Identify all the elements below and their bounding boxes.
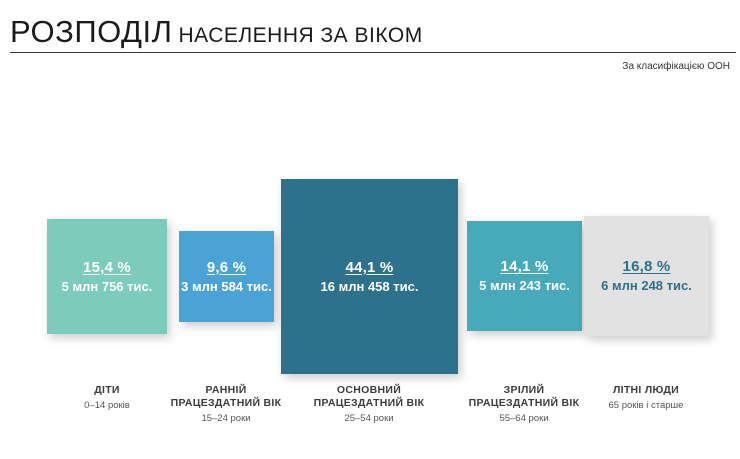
title-main: РОЗПОДІЛ bbox=[10, 14, 173, 49]
bar-2: 9,6 % 3 млн 584 тис. bbox=[179, 231, 274, 322]
bar-count-label: 5 млн 243 тис. bbox=[479, 278, 570, 293]
age-range: 25–54 роки bbox=[344, 413, 394, 424]
category-name: ПРАЦЕЗДАТНИЙ ВІК bbox=[468, 397, 580, 409]
bar-count-label: 6 млн 248 тис. bbox=[601, 278, 692, 293]
bar-percent-label: 9,6 % bbox=[206, 258, 247, 276]
bar-percent-label: 15,4 % bbox=[83, 258, 131, 276]
bar-5: 16,8 % 6 млн 248 тис. bbox=[584, 216, 709, 336]
category-name: ОСНОВНИЙ bbox=[336, 384, 402, 396]
category-label: ЗРІЛИЙ ПРАЦЕЗДАТНИЙ ВІК 55–64 роки bbox=[444, 384, 604, 425]
age-range: 0–14 років bbox=[84, 400, 130, 411]
bar-count-label: 16 млн 458 тис. bbox=[320, 278, 419, 294]
category-name: ПРАЦЕЗДАТНИЙ ВІК bbox=[170, 397, 282, 409]
bar-count-label: 5 млн 756 тис. bbox=[61, 278, 153, 294]
category-label: РАННІЙ ПРАЦЕЗДАТНИЙ ВІК 15–24 роки bbox=[146, 384, 306, 425]
bar-percent-label: 14,1 % bbox=[500, 258, 549, 275]
bar-percent-label: 16,8 % bbox=[622, 258, 671, 275]
category-name: ПРАЦЕЗДАТНИЙ ВІК bbox=[313, 397, 425, 409]
bar-1: 15,4 % 5 млн 756 тис. bbox=[47, 219, 167, 334]
category-name: ЗРІЛИЙ bbox=[503, 384, 545, 396]
source-note: За класифікацією ООН bbox=[622, 61, 730, 72]
category-name: ЛІТНІ ЛЮДИ bbox=[612, 384, 680, 396]
title-sub: НАСЕЛЕННЯ ЗА ВІКОМ bbox=[178, 24, 423, 47]
bar-4: 14,1 % 5 млн 243 тис. bbox=[467, 221, 582, 331]
bar-count-label: 3 млн 584 тис. bbox=[181, 278, 272, 294]
bar-percent-label: 44,1 % bbox=[345, 258, 394, 276]
category-name: ДІТИ bbox=[94, 384, 120, 396]
category-label: ОСНОВНИЙ ПРАЦЕЗДАТНИЙ ВІК 25–54 роки bbox=[289, 384, 449, 425]
category-name: РАННІЙ bbox=[205, 384, 247, 396]
category-label: ДІТИ 0–14 років bbox=[27, 384, 187, 412]
age-range: 55–64 роки bbox=[499, 413, 549, 424]
page-title: РОЗПОДІЛ НАСЕЛЕННЯ ЗА ВІКОМ bbox=[10, 14, 423, 50]
title-divider bbox=[10, 52, 736, 53]
age-range: 15–24 роки bbox=[201, 413, 251, 424]
bar-3: 44,1 % 16 млн 458 тис. bbox=[281, 179, 458, 374]
category-label: ЛІТНІ ЛЮДИ 65 років і старше bbox=[566, 384, 726, 412]
age-range: 65 років і старше bbox=[608, 400, 684, 411]
